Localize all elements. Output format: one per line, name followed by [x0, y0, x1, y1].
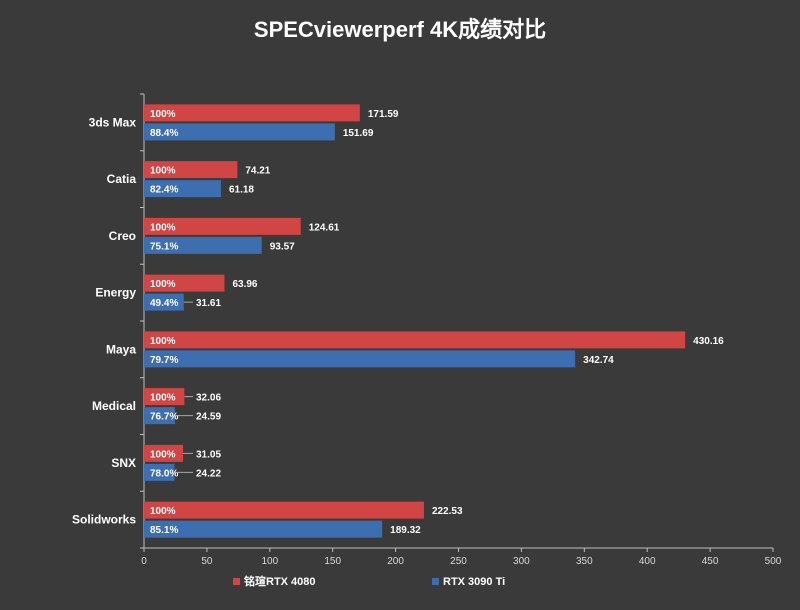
percent-label: 100%	[150, 222, 176, 233]
percent-label: 100%	[150, 393, 176, 404]
legend-swatch	[432, 578, 439, 585]
bar-rtx3090ti	[144, 463, 175, 481]
value-label: 430.16	[693, 336, 724, 347]
category-label: Maya	[106, 342, 136, 356]
value-label: 222.53	[432, 506, 463, 517]
percent-label: 75.1%	[150, 241, 178, 252]
percent-label: 49.4%	[150, 298, 178, 309]
percent-label: 78.0%	[150, 468, 178, 479]
value-label: 61.18	[229, 185, 254, 196]
value-label: 171.59	[368, 109, 399, 120]
x-tick-label: 100	[261, 556, 278, 567]
bar-rtx3090ti	[144, 293, 184, 311]
category-label: Creo	[109, 229, 136, 243]
percent-label: 100%	[150, 279, 176, 290]
value-label: 74.21	[245, 166, 270, 177]
percent-label: 76.7%	[150, 412, 178, 423]
value-label: 31.61	[196, 298, 221, 309]
value-label: 32.06	[196, 393, 221, 404]
value-label: 24.59	[196, 412, 221, 423]
x-tick-label: 300	[513, 556, 530, 567]
percent-label: 100%	[150, 449, 176, 460]
x-tick-label: 350	[576, 556, 593, 567]
category-label: Solidworks	[72, 513, 136, 527]
category-label: 3ds Max	[89, 115, 137, 129]
chart-title: SPECviewerperf 4K成绩对比	[253, 17, 547, 42]
category-label: Medical	[92, 399, 136, 413]
category-label: SNX	[111, 456, 136, 470]
legend-label: 铭瑄RTX 4080	[244, 574, 316, 588]
value-label: 93.57	[270, 241, 295, 252]
value-label: 63.96	[232, 279, 257, 290]
bar-rtx3090ti	[144, 180, 221, 198]
value-label: 124.61	[309, 222, 340, 233]
bar-rtx4080	[144, 388, 185, 406]
percent-label: 79.7%	[150, 355, 178, 366]
value-label: 151.69	[343, 128, 374, 139]
value-label: 31.05	[196, 449, 221, 460]
bar-rtx4080	[144, 331, 686, 349]
bar-rtx4080	[144, 217, 301, 235]
percent-label: 100%	[150, 166, 176, 177]
percent-label: 85.1%	[150, 525, 178, 536]
bar-rtx4080	[144, 444, 184, 462]
legend-swatch	[233, 578, 240, 585]
percent-label: 82.4%	[150, 185, 178, 196]
category-label: Catia	[107, 172, 137, 186]
legend-label: RTX 3090 Ti	[443, 576, 505, 588]
bar-rtx4080	[144, 274, 225, 292]
percent-label: 100%	[150, 336, 176, 347]
bar-rtx4080	[144, 104, 360, 122]
x-tick-label: 450	[702, 556, 719, 567]
percent-label: 100%	[150, 506, 176, 517]
bar-rtx3090ti	[144, 236, 262, 254]
x-tick-label: 0	[141, 556, 147, 567]
x-tick-label: 200	[387, 556, 404, 567]
value-label: 342.74	[583, 355, 614, 366]
bar-rtx4080	[144, 501, 424, 519]
percent-label: 88.4%	[150, 128, 178, 139]
percent-label: 100%	[150, 109, 176, 120]
bar-rtx3090ti	[144, 407, 175, 425]
value-label: 24.22	[196, 468, 221, 479]
x-tick-label: 150	[324, 556, 341, 567]
x-tick-label: 250	[450, 556, 467, 567]
bar-rtx3090ti	[144, 123, 335, 141]
bar-rtx3090ti	[144, 350, 576, 368]
bar-rtx4080	[144, 161, 238, 179]
x-tick-label: 400	[639, 556, 656, 567]
bar-rtx3090ti	[144, 520, 383, 538]
category-label: Energy	[95, 286, 136, 300]
x-tick-label: 50	[201, 556, 213, 567]
x-tick-label: 500	[765, 556, 782, 567]
value-label: 189.32	[390, 525, 421, 536]
